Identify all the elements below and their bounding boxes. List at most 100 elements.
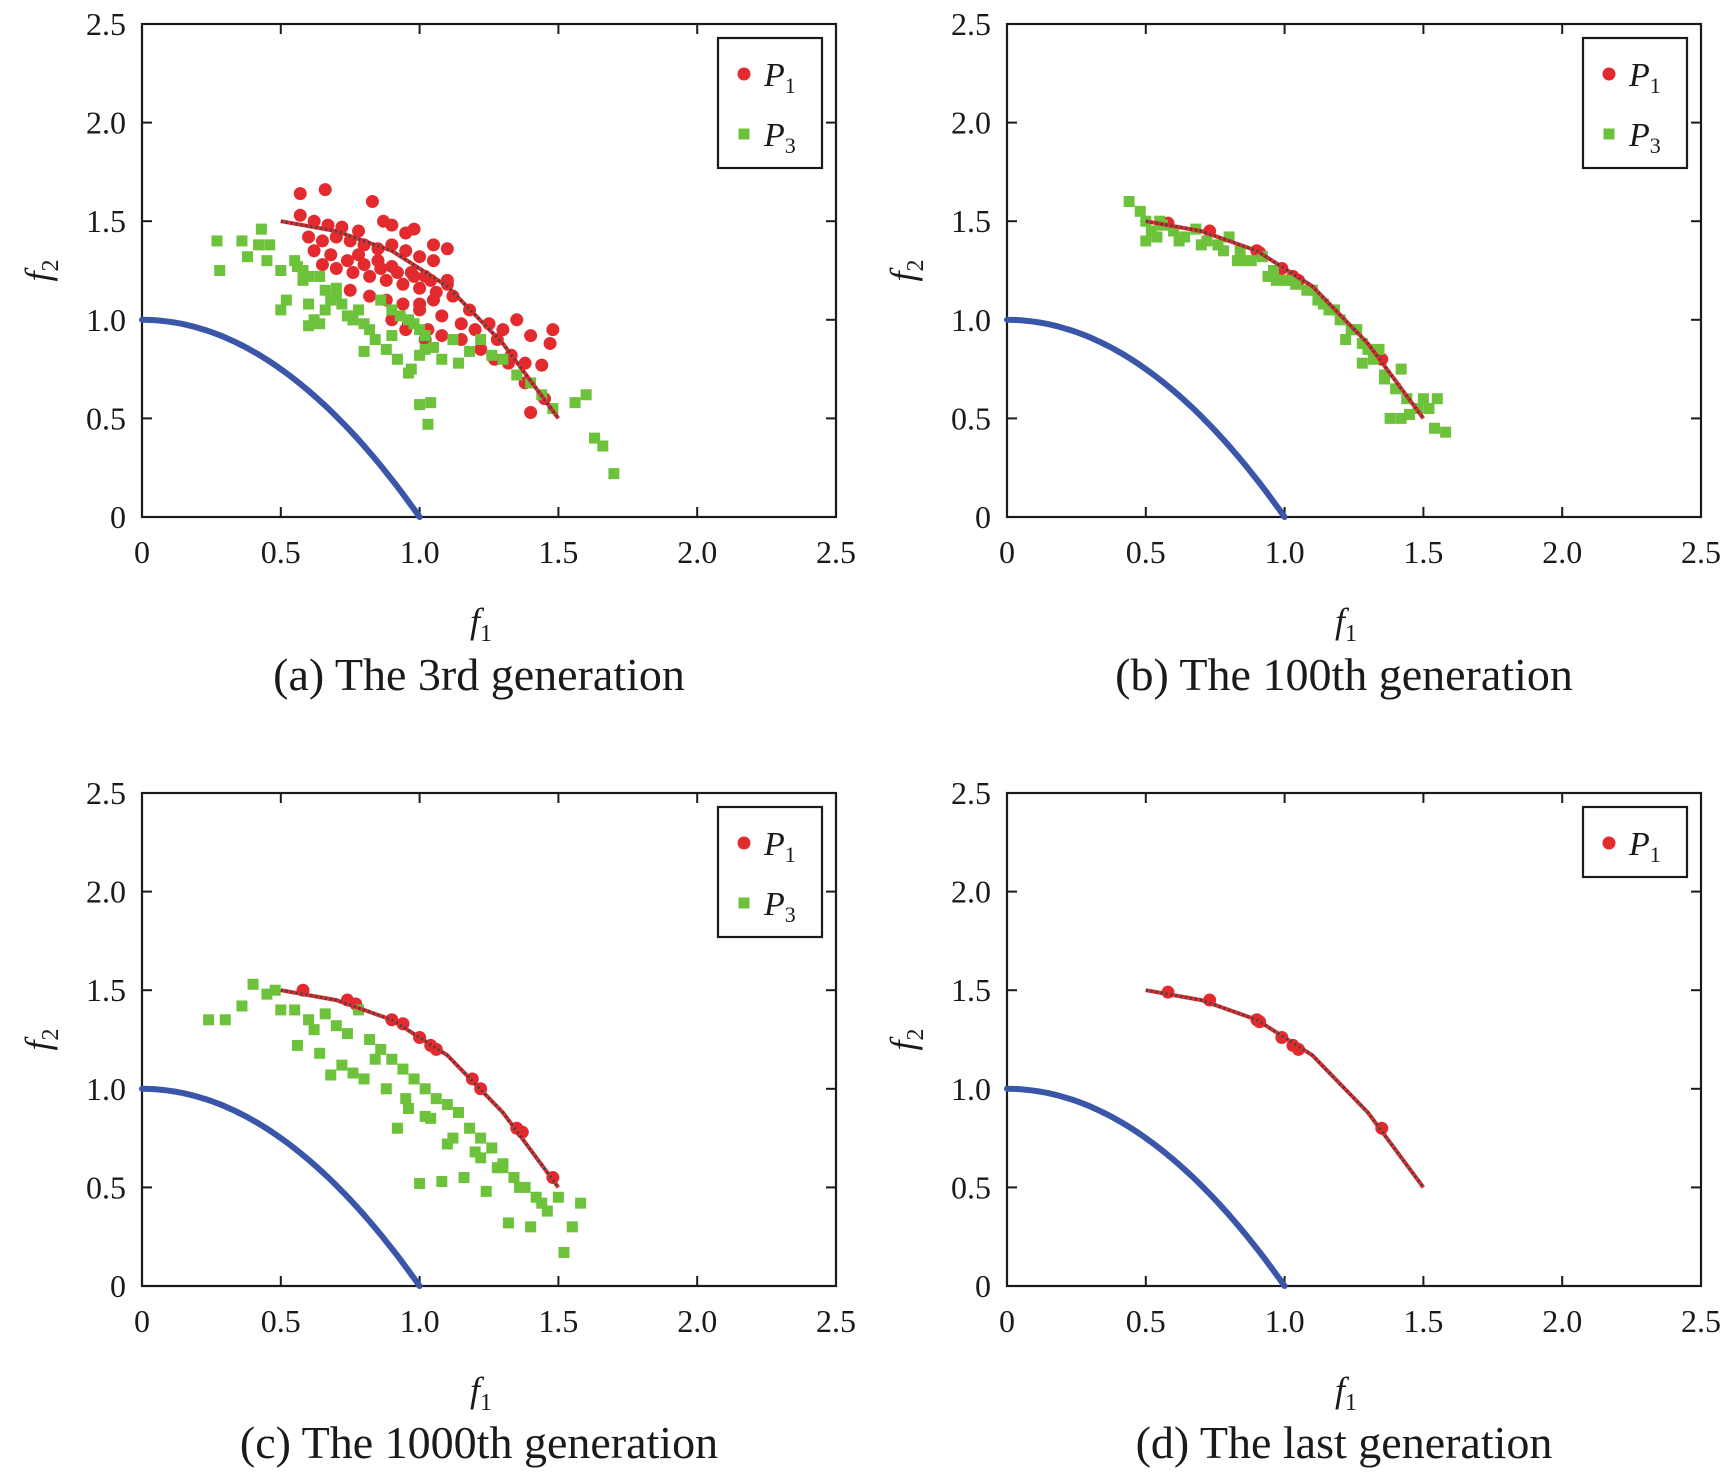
p3-point [341,310,353,322]
p1-point [293,208,307,222]
p1-point [535,358,549,372]
reference-front-dotted [280,988,560,1189]
y-tick-label: 0 [110,499,126,535]
p3-point [536,1197,548,1209]
p3-point [341,1028,353,1040]
x-tick-label: 1.0 [400,534,440,570]
true-front-curve [1004,316,1288,520]
p3-point [1140,235,1152,247]
p3-point [419,330,431,342]
p1-point [315,234,329,248]
p3-point [303,298,315,310]
p3-point [1384,412,1396,424]
p3-point [491,1162,503,1174]
x-axis-label: f1 [1335,601,1357,647]
legend-label: P3 [763,117,796,158]
p3-point [255,223,267,235]
p3-point [364,324,376,336]
p3-point [1367,353,1379,365]
y-tick-label: 1.0 [951,1071,991,1107]
p3-point [275,265,287,276]
p3-point [386,330,398,342]
y-tick-label: 1.0 [86,1071,126,1107]
true-front-curve [139,1085,423,1289]
p3-point [458,1172,470,1184]
y-tick-label: 1.5 [86,203,126,239]
p3-point [486,1142,498,1154]
p3-point [441,1099,453,1111]
p1-point [407,222,421,236]
p3-point [414,349,426,361]
p3-point [1323,304,1335,316]
p3-point [552,1191,564,1203]
legend-label: P1 [1628,826,1661,867]
p3-point [419,343,431,355]
y-axis-label: f2 [883,259,929,281]
p3-point [447,334,459,346]
legend-square-marker [1603,128,1615,140]
chart-panel-0: 0 0.5 1.0 1.5 2.0 2.5 0 0.5 1.0 1.5 2.0 2.5 f1 f2 (a) … [18,6,856,700]
y-tick-label: 0 [975,1268,991,1304]
p3-point [475,1132,487,1144]
x-tick-label: 1.5 [1403,534,1443,570]
p1-point [357,258,371,272]
p3-point [402,1103,414,1115]
p3-point [1417,393,1429,405]
p3-point [1267,265,1279,276]
p1-point [510,313,524,327]
reference-front-dotted [1145,219,1425,420]
p3-point [314,318,326,330]
p1-point [318,183,332,197]
p1-point [399,244,413,258]
p3-point [391,353,403,365]
p3-point [1362,343,1374,355]
y-axis-label: f2 [883,1028,929,1050]
p3-point [575,1197,587,1209]
reference-front-line [280,988,561,1189]
p3-point [1262,270,1274,282]
y-tick-label: 1.0 [86,302,126,338]
p3-point [580,389,592,401]
x-tick-label: 1.5 [1403,1303,1443,1339]
p3-point [314,270,326,282]
p3-point [1134,205,1146,217]
p3-point [380,1083,392,1095]
p3-point [358,1073,370,1085]
p3-point [566,1221,578,1233]
p3-point [314,1047,326,1059]
p3-point [375,1043,387,1055]
legend-box [1581,805,1689,879]
p3-point [414,324,426,336]
p3-point [336,1059,348,1071]
y-axis-label: f2 [18,1028,64,1050]
p3-point [569,397,581,409]
y-tick-label: 1.5 [951,203,991,239]
x-tick-label: 2.5 [816,1303,856,1339]
p3-point [1379,373,1391,385]
p1-point [379,273,393,287]
legend-box [716,36,824,170]
p3-point [261,988,273,1000]
y-tick-label: 2.5 [86,6,126,42]
p1-point [385,260,399,274]
y-tick-label: 2.0 [951,105,991,141]
p3-point [375,294,387,306]
p3-point [1240,255,1252,267]
p1-point [426,293,440,307]
y-tick-label: 1.0 [951,302,991,338]
p1-point [385,218,399,232]
p3-point [1290,278,1302,290]
p3-point [253,239,265,251]
p1-point [371,254,385,268]
p3-point [511,369,523,381]
y-tick-label: 0 [110,1268,126,1304]
p3-point [422,418,434,430]
p3-point [464,345,476,357]
legend-label: P1 [763,826,796,867]
legend-label: P3 [1628,117,1661,158]
p1-point [468,323,482,337]
p3-point [261,255,273,267]
p3-point [203,1014,215,1026]
p3-point [264,239,276,251]
